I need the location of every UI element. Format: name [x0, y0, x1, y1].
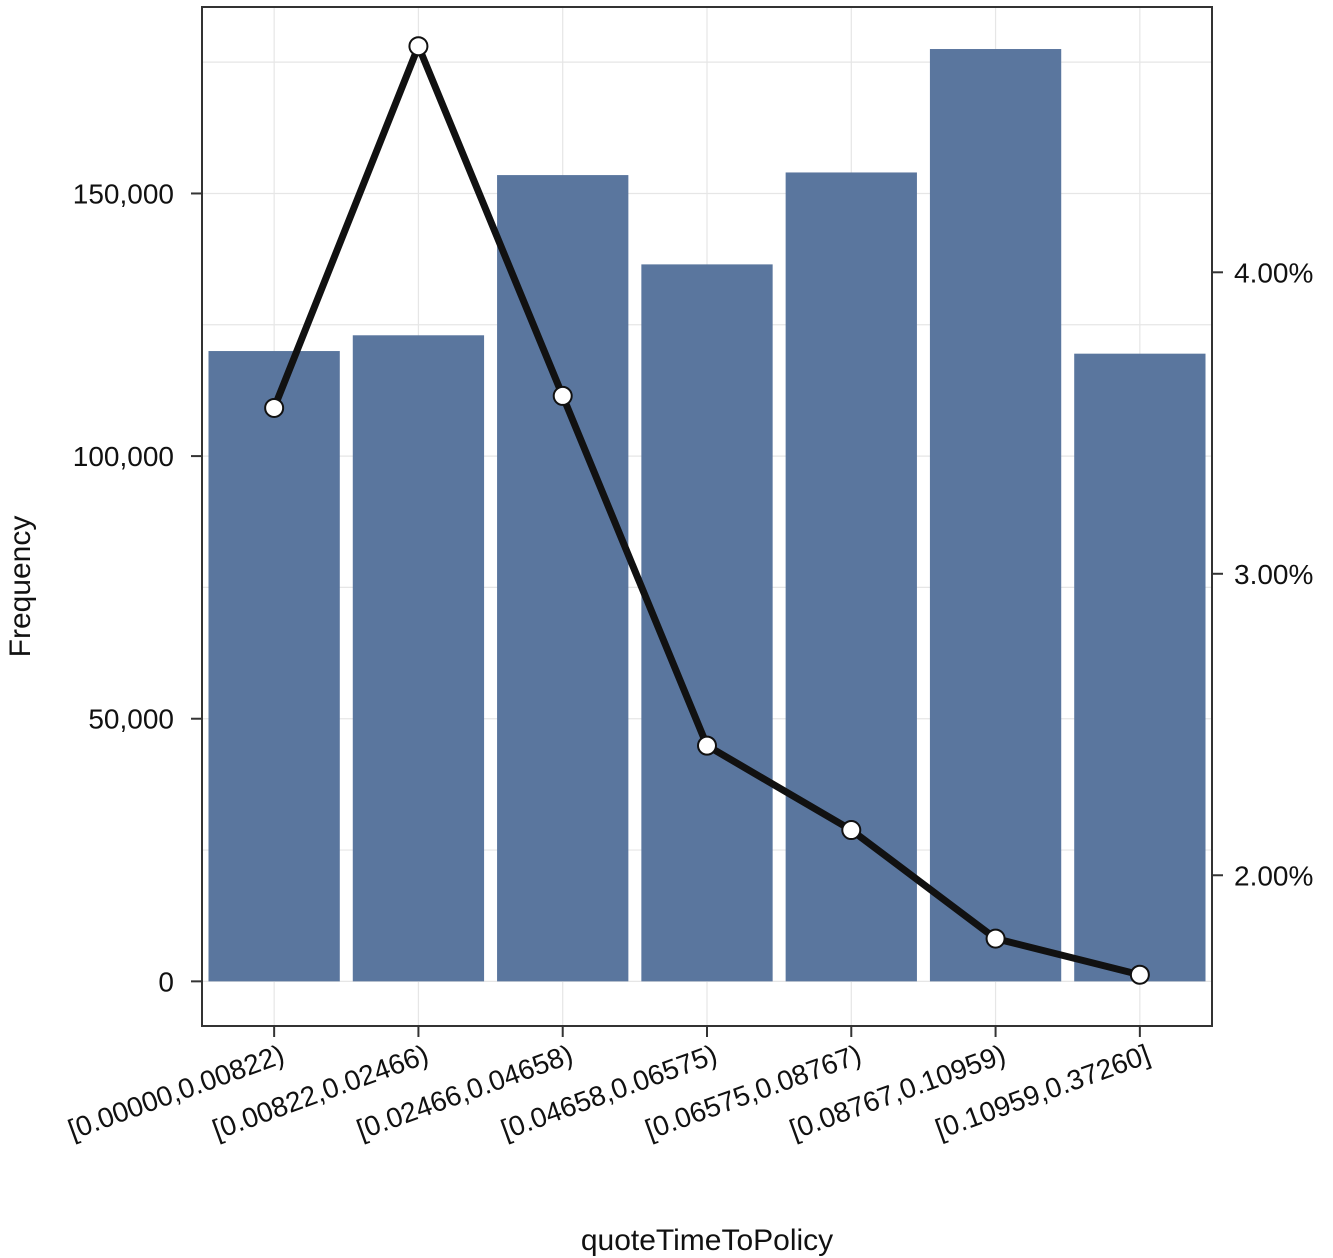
- bar: [497, 175, 629, 982]
- bar: [641, 264, 773, 982]
- y-tick-label: 50,000: [88, 704, 174, 735]
- bar: [785, 172, 917, 982]
- y-tick-label: 150,000: [73, 178, 174, 209]
- y-tick-label: 100,000: [73, 441, 174, 472]
- data-point: [1129, 964, 1150, 985]
- y2-tick-label: 3.00%: [1234, 559, 1313, 590]
- y-axis-title: Frequency: [4, 516, 37, 658]
- x-axis-title: quoteTimeToPolicy: [581, 1224, 833, 1257]
- bar: [1074, 353, 1206, 982]
- data-point: [841, 820, 862, 841]
- data-point: [985, 928, 1006, 949]
- y2-tick-label: 2.00%: [1234, 860, 1313, 891]
- y2-tick-label: 4.00%: [1234, 257, 1313, 288]
- y-tick-label: 0: [158, 966, 174, 997]
- bars: [208, 49, 1206, 982]
- bar: [208, 351, 340, 982]
- rate-points: [264, 36, 1150, 985]
- data-point: [552, 385, 573, 406]
- data-point: [264, 397, 285, 418]
- data-point: [408, 36, 429, 57]
- bar: [929, 49, 1062, 982]
- bar: [352, 335, 485, 982]
- data-point: [697, 735, 717, 756]
